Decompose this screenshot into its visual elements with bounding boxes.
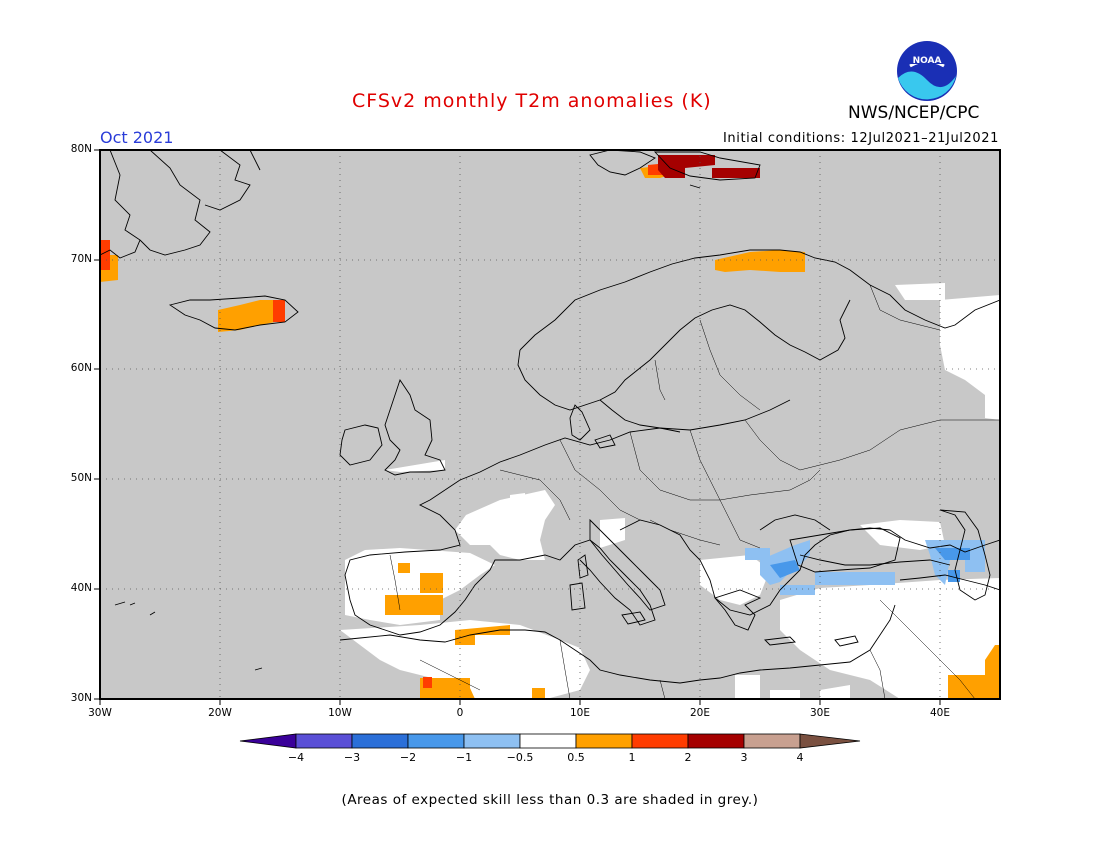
above-normal-darkred-regions (658, 155, 760, 178)
skill-footnote: (Areas of expected skill less than 0.3 a… (341, 792, 759, 808)
coastlines (100, 150, 1000, 684)
colorbar-label: 3 (740, 751, 748, 764)
graticule (100, 150, 1000, 699)
lat-label-50n: 50N (70, 472, 92, 484)
colorbar (239, 733, 861, 749)
colorbar-label: −4 (287, 751, 305, 764)
lon-label-20w: 20W (208, 707, 232, 719)
lat-label-80n: 80N (70, 143, 92, 155)
noaa-logo-text: NOAA (913, 56, 942, 66)
colorbar-label: −3 (343, 751, 361, 764)
colorbar-upper-arrow (799, 733, 861, 749)
lat-label-70n: 70N (70, 253, 92, 265)
lon-label-0: 0 (456, 707, 464, 719)
colorbar-label: 2 (684, 751, 692, 764)
colorbar-label: 0.5 (567, 751, 585, 764)
lon-label-40e: 40E (930, 707, 950, 719)
colorbar-label: −0.5 (506, 751, 534, 764)
colorbar-label: −2 (399, 751, 417, 764)
chart-title: CFSv2 monthly T2m anomalies (K) (352, 90, 712, 112)
lon-label-30e: 30E (810, 707, 830, 719)
colorbar-label: 4 (796, 751, 804, 764)
country-borders (389, 284, 1000, 699)
noaa-logo-icon: NOAA (897, 41, 957, 101)
lon-label-10e: 10E (570, 707, 590, 719)
organization-label: NWS/NCEP/CPC (848, 103, 980, 123)
lat-label-30n: 30N (70, 692, 92, 704)
lon-label-30w: 30W (88, 707, 112, 719)
lat-label-60n: 60N (70, 362, 92, 374)
colorbar-lower-arrow (239, 733, 297, 749)
axis-ticks (94, 149, 941, 705)
lat-label-40n: 40N (70, 582, 92, 594)
colorbar-label: −1 (455, 751, 473, 764)
map-border (99, 149, 1001, 700)
lon-label-20e: 20E (690, 707, 710, 719)
lon-label-10w: 10W (328, 707, 352, 719)
valid-month-label: Oct 2021 (100, 128, 174, 147)
initial-conditions-label: Initial conditions: 12Jul2021–21Jul2021 (722, 131, 999, 146)
colorbar-label: 1 (628, 751, 636, 764)
below-normal-regions (770, 548, 970, 582)
near-normal-regions (340, 283, 1000, 699)
